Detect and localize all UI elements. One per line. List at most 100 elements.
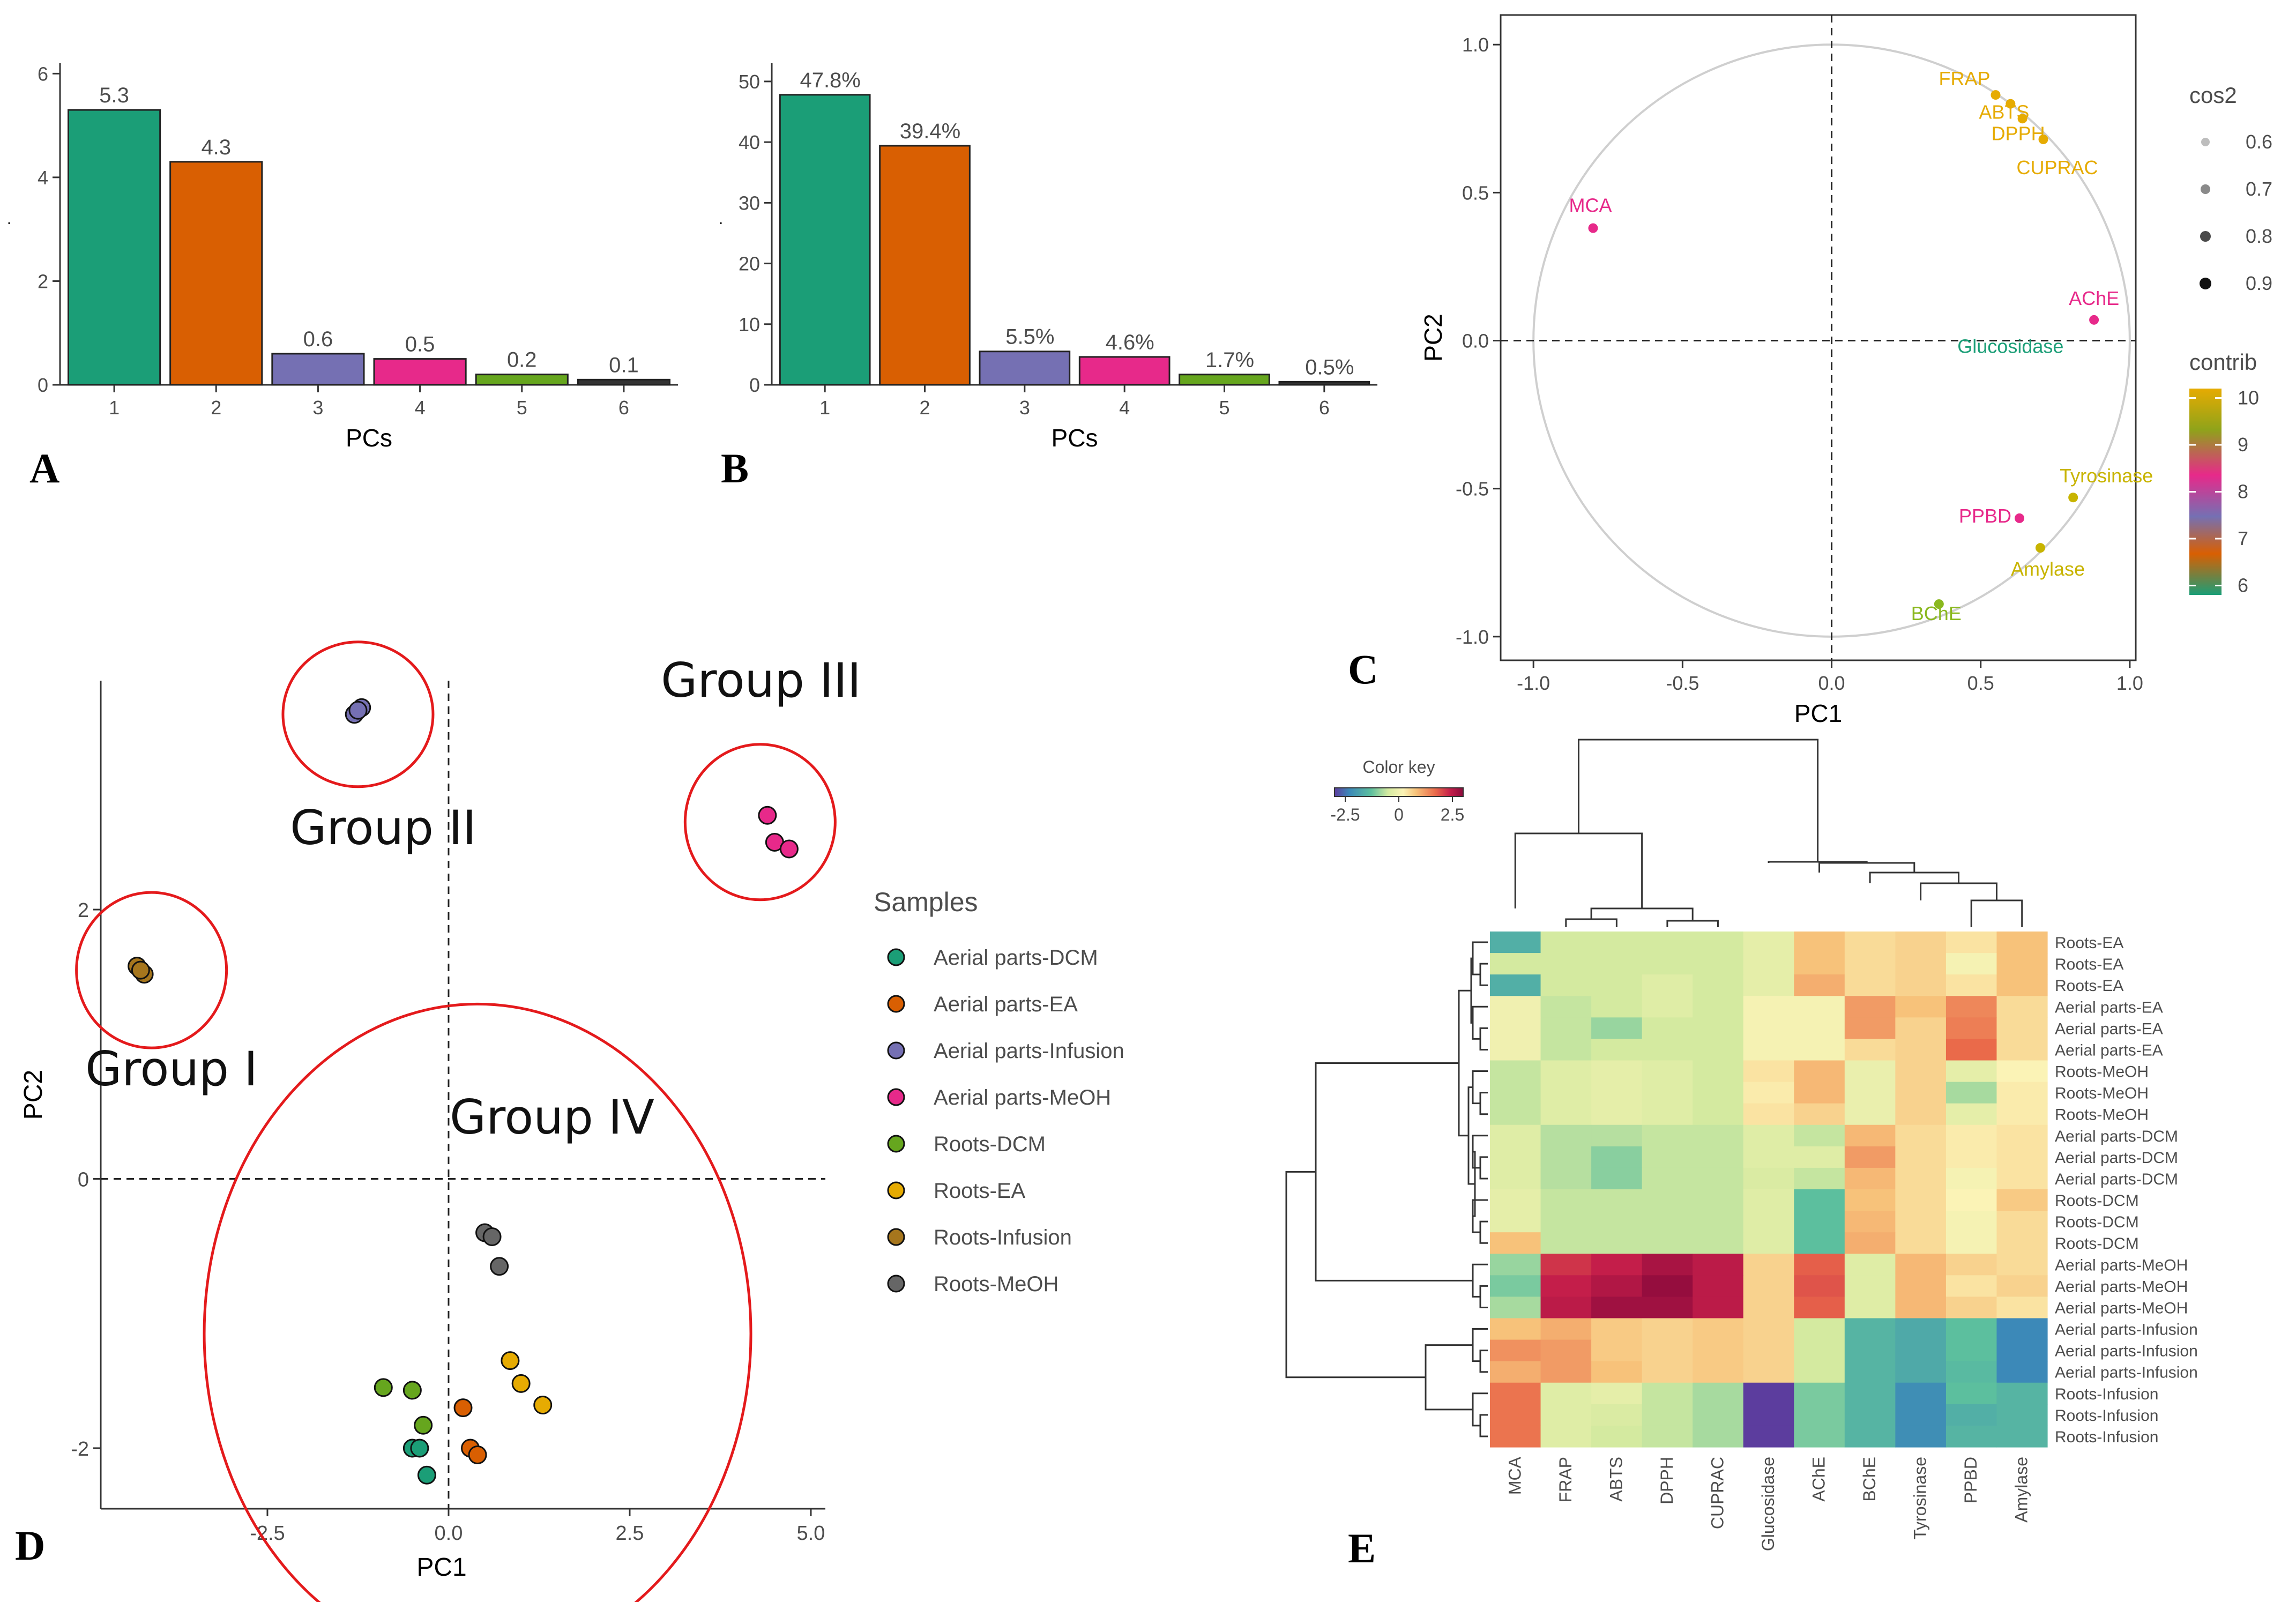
heatmap-cell bbox=[1642, 1039, 1693, 1061]
heatmap-cell bbox=[1996, 1039, 2048, 1061]
x-tick-label: 2 bbox=[919, 397, 930, 419]
variable-label-FRAP: FRAP bbox=[1939, 68, 1991, 90]
sample-point-Roots-MeOH bbox=[482, 1227, 502, 1247]
heatmap-cell bbox=[1743, 1254, 1794, 1276]
heatmap-cell bbox=[1794, 1060, 1845, 1083]
sample-point-Roots-DCM bbox=[414, 1415, 433, 1435]
heatmap-cell bbox=[1490, 974, 1541, 996]
legend-cos2-label: 0.8 bbox=[2246, 225, 2272, 247]
panel-letter-d: D bbox=[15, 1522, 45, 1569]
heatmap-cell bbox=[1693, 1103, 1744, 1126]
legend-label: Roots-Infusion bbox=[934, 1226, 1072, 1249]
legend-swatch bbox=[887, 995, 905, 1013]
heatmap-cell bbox=[1794, 1339, 1845, 1362]
color-key-tick-label: 2.5 bbox=[1441, 805, 1464, 824]
heatmap-cell bbox=[1693, 1382, 1744, 1405]
legend-swatch bbox=[887, 1228, 905, 1246]
x-tick-label: 1 bbox=[109, 397, 120, 419]
heatmap-cell bbox=[1540, 1103, 1592, 1126]
heatmap-cell bbox=[1794, 1296, 1845, 1319]
bar-value-label: 5.3 bbox=[99, 84, 129, 107]
sample-point-Roots-EA bbox=[501, 1351, 520, 1370]
bar-value-label: 0.5% bbox=[1305, 355, 1354, 379]
heatmap-cell bbox=[1743, 1039, 1794, 1061]
sample-point-Aerial-parts-EA bbox=[468, 1445, 487, 1465]
heatmap-cell bbox=[1642, 932, 1693, 953]
heatmap-cell bbox=[1540, 1425, 1592, 1448]
heatmap-cell bbox=[1895, 1382, 1947, 1405]
heatmap-cell bbox=[1895, 1211, 1947, 1233]
column-label: Glucosidase bbox=[1758, 1457, 1778, 1551]
variable-point-CUPRAC bbox=[2038, 134, 2048, 144]
heatmap-cell bbox=[1743, 1211, 1794, 1233]
heatmap-cell bbox=[1996, 1254, 2048, 1276]
variable-point-Amylase bbox=[2035, 543, 2045, 553]
sample-point-Roots-DCM bbox=[374, 1378, 393, 1397]
y-tick-label: 1.0 bbox=[1462, 34, 1489, 56]
column-dendrogram-branch bbox=[1565, 918, 1617, 927]
legend-cos2-swatch bbox=[2200, 278, 2211, 289]
heatmap-cell bbox=[1996, 974, 2048, 996]
group-circle bbox=[281, 640, 435, 788]
heatmap-cell bbox=[1490, 953, 1541, 975]
heatmap-cell bbox=[1794, 1254, 1845, 1276]
heatmap-cell bbox=[1996, 1103, 2048, 1126]
heatmap-cell bbox=[1794, 1318, 1845, 1340]
heatmap-cell bbox=[1642, 1189, 1693, 1211]
heatmap-cell bbox=[1895, 1232, 1947, 1254]
heatmap-cell bbox=[1844, 1039, 1896, 1061]
heatmap-cell bbox=[1945, 1404, 1997, 1426]
heatmap-cell bbox=[1844, 1404, 1896, 1426]
row-dendrogram-branch bbox=[1479, 1092, 1488, 1115]
column-label: DPPH bbox=[1657, 1457, 1676, 1504]
legend-title: Samples bbox=[874, 887, 978, 917]
row-dendrogram-branch bbox=[1479, 1350, 1488, 1373]
variable-label-PPBD: PPBD bbox=[1959, 505, 2011, 527]
heatmap-cell bbox=[1794, 1275, 1845, 1298]
column-label: Tyrosinase bbox=[1911, 1457, 1930, 1540]
variable-point-PPBD bbox=[2015, 513, 2025, 523]
heatmap-cell bbox=[1693, 1124, 1744, 1147]
heatmap-cell bbox=[1996, 1275, 2048, 1298]
sample-point-Aerial-parts-DCM bbox=[417, 1465, 436, 1485]
row-label: Roots-Infusion bbox=[2055, 1407, 2158, 1425]
variable-label-BChE: BChE bbox=[1911, 602, 1962, 624]
row-dendrogram-branch bbox=[1479, 1220, 1488, 1244]
row-label: Aerial parts-DCM bbox=[2055, 1171, 2178, 1188]
row-dendrogram-branch bbox=[1479, 963, 1488, 986]
heatmap-cell bbox=[1591, 1189, 1643, 1211]
column-dendrogram-root bbox=[1577, 739, 1819, 862]
row-label: Roots-Infusion bbox=[2055, 1428, 2158, 1446]
x-tick-label: 5 bbox=[1219, 397, 1229, 419]
x-tick-label: 4 bbox=[1119, 397, 1130, 419]
heatmap-cell bbox=[1895, 1275, 1947, 1298]
heatmap-cell bbox=[1490, 1361, 1541, 1383]
heatmap-cell bbox=[1945, 1039, 1997, 1061]
heatmap-cell bbox=[1490, 1318, 1541, 1340]
y-tick-label: 6 bbox=[38, 63, 48, 85]
heatmap-cell bbox=[1895, 1039, 1947, 1061]
heatmap-cell bbox=[1693, 1318, 1744, 1340]
heatmap-cell bbox=[1844, 1124, 1896, 1147]
heatmap-cell bbox=[1693, 1275, 1744, 1298]
heatmap-cell bbox=[1743, 1124, 1794, 1147]
heatmap-cell bbox=[1895, 1082, 1947, 1104]
heatmap-cell bbox=[1540, 1189, 1592, 1211]
plot-frame bbox=[1500, 14, 2137, 661]
bar-2 bbox=[879, 145, 971, 386]
colorbar-tick-label: 6 bbox=[2238, 575, 2248, 597]
variable-label-MCA: MCA bbox=[1569, 195, 1612, 217]
heatmap-cell bbox=[1490, 1275, 1541, 1298]
x-axis-title: PC1 bbox=[1794, 699, 1842, 727]
row-label: Roots-DCM bbox=[2055, 1213, 2139, 1231]
heatmap-cell bbox=[1794, 1017, 1845, 1040]
heatmap-cell bbox=[1540, 932, 1592, 953]
heatmap-cell bbox=[1693, 1254, 1744, 1276]
x-tick-label: 0.5 bbox=[1967, 672, 1994, 694]
heatmap-cell bbox=[1844, 1296, 1896, 1319]
heatmap-cell bbox=[1693, 1404, 1744, 1426]
heatmap-cell bbox=[1794, 1361, 1845, 1383]
row-dendrogram-branch bbox=[1479, 1027, 1488, 1050]
heatmap-cell bbox=[1540, 1382, 1592, 1405]
